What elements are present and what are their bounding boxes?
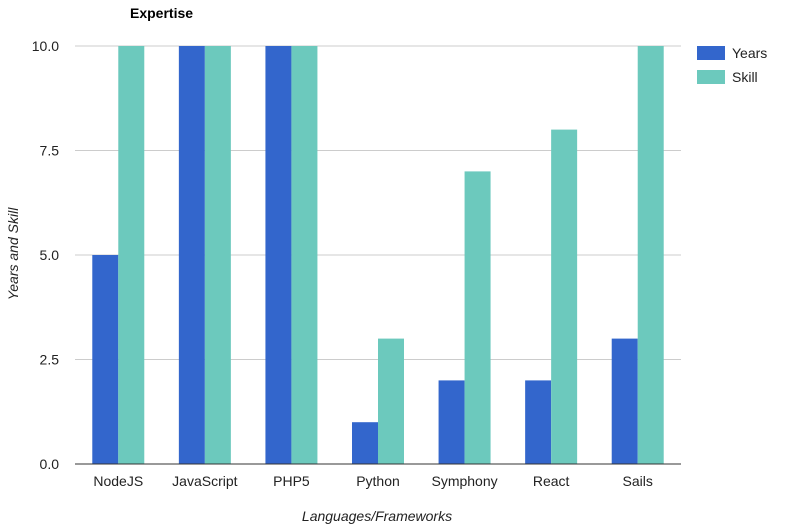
bar-skill-php5 xyxy=(291,46,318,464)
bars xyxy=(92,46,664,464)
gridlines xyxy=(75,45,681,360)
y-tick-label: 10.0 xyxy=(32,38,59,54)
bar-skill-react xyxy=(551,129,578,464)
legend-label-years: Years xyxy=(732,45,767,61)
y-tick-label: 2.5 xyxy=(40,352,60,368)
bar-years-symphony xyxy=(438,380,465,464)
legend-swatch-years xyxy=(697,46,725,60)
legend-swatch-skill xyxy=(697,70,725,84)
bar-skill-nodejs xyxy=(118,46,145,464)
y-axis-label: Years and Skill xyxy=(5,207,21,300)
x-tick-label: Symphony xyxy=(431,473,497,489)
x-tick-labels: NodeJS JavaScript PHP5 Python Symphony React S… xyxy=(93,473,653,489)
bar-skill-sails xyxy=(637,46,664,464)
bar-years-nodejs xyxy=(92,255,119,464)
x-tick-label: NodeJS xyxy=(93,473,143,489)
y-tick-label: 0.0 xyxy=(40,456,60,472)
bar-skill-javascript xyxy=(204,46,231,464)
x-axis-label: Languages/Frameworks xyxy=(302,508,452,524)
x-tick-label: JavaScript xyxy=(172,473,237,489)
bar-skill-symphony xyxy=(464,171,491,464)
x-tick-label: PHP5 xyxy=(273,473,310,489)
bar-years-python xyxy=(352,422,378,464)
bar-years-javascript xyxy=(178,46,205,464)
x-tick-label: Sails xyxy=(623,473,653,489)
y-tick-labels: 0.0 2.5 5.0 7.5 10.0 xyxy=(32,38,59,472)
bar-years-react xyxy=(525,380,552,464)
bar-skill-python xyxy=(378,338,404,464)
legend: Years Skill xyxy=(697,45,767,85)
chart-title: Expertise xyxy=(130,5,193,21)
bar-years-sails xyxy=(611,338,638,464)
bar-years-php5 xyxy=(265,46,292,464)
legend-label-skill: Skill xyxy=(732,69,758,85)
x-tick-label: React xyxy=(533,473,570,489)
x-tick-label: Python xyxy=(356,473,400,489)
y-tick-label: 7.5 xyxy=(40,143,60,159)
y-tick-label: 5.0 xyxy=(40,247,60,263)
